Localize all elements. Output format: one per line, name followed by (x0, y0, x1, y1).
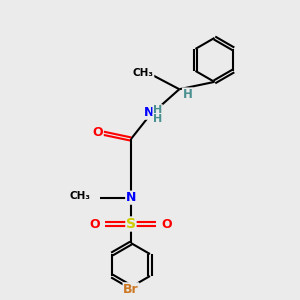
Text: S: S (126, 217, 136, 231)
Text: N: N (144, 106, 154, 119)
Text: O: O (162, 218, 172, 230)
Text: H: H (153, 114, 162, 124)
Text: CH₃: CH₃ (70, 191, 91, 201)
Text: Br: Br (123, 283, 139, 296)
Text: H: H (183, 88, 192, 101)
Text: CH₃: CH₃ (133, 68, 154, 77)
Text: O: O (90, 218, 100, 230)
Text: O: O (92, 125, 103, 139)
Text: N: N (126, 191, 136, 204)
Text: H: H (153, 105, 162, 115)
